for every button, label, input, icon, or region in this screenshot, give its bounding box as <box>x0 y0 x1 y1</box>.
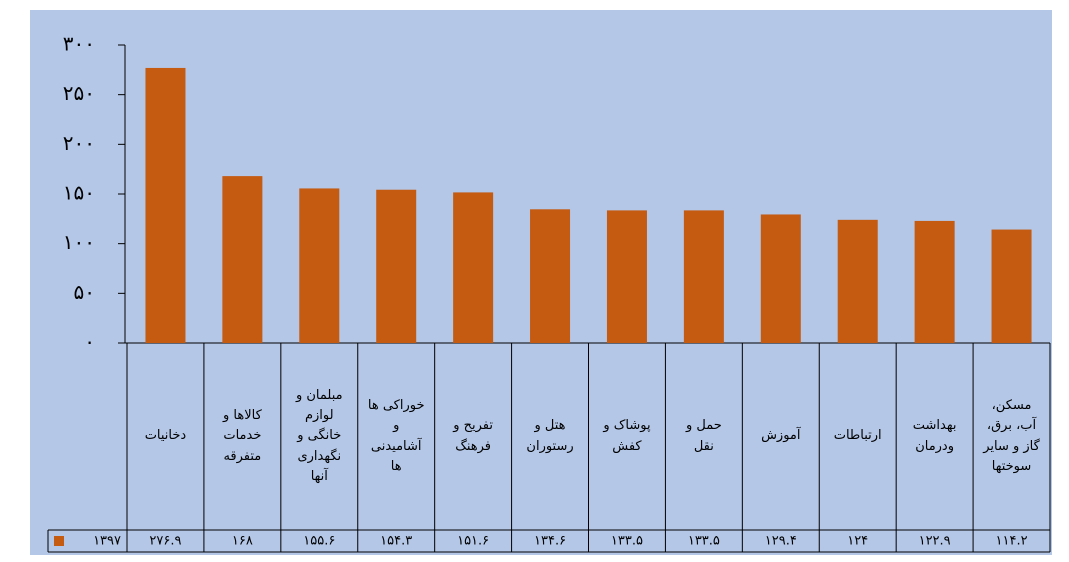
bar <box>453 192 494 343</box>
value-label: ۱۳۳.۵ <box>688 534 720 549</box>
value-label: ۱۵۴.۳ <box>380 534 412 549</box>
value-label: ۱۲۲.۹ <box>919 534 951 549</box>
bar <box>991 229 1032 343</box>
y-tick-label: ۲۰۰ <box>63 131 95 155</box>
x-tick-label: خوراکی ها و آشامیدنی ها <box>367 398 425 474</box>
x-tick-label: بهداشت ودرمان <box>912 418 957 454</box>
value-label: ۱۲۹.۴ <box>765 534 797 549</box>
bar <box>299 188 340 343</box>
value-label: ۱۵۵.۶ <box>303 534 335 549</box>
bar <box>683 210 724 343</box>
value-label: ۱۱۴.۲ <box>996 534 1028 549</box>
y-tick-label: ۵۰ <box>74 280 95 304</box>
bar <box>606 210 647 343</box>
legend-swatch <box>54 536 64 546</box>
x-tick-label: تفریح و فرهنگ <box>453 418 494 454</box>
x-tick-label: ارتباطات <box>833 428 882 444</box>
value-label: ۲۷۶.۹ <box>149 534 181 549</box>
bar <box>145 67 186 344</box>
x-tick-label: مبلمان و لوازم خانگی و نگهداری آنها <box>295 388 343 484</box>
bar <box>376 189 417 343</box>
value-label: ۱۳۴.۶ <box>534 534 566 549</box>
x-tick-label: حمل و نقل <box>685 418 722 454</box>
bar <box>222 176 263 343</box>
value-label: ۱۵۱.۶ <box>457 534 489 549</box>
x-tick-label: پوشاک و کفش <box>603 418 651 454</box>
x-tick-label: هتل و رستوران <box>526 418 574 454</box>
x-tick-label: آموزش <box>761 428 801 444</box>
bar <box>914 220 955 343</box>
y-tick-label: ۲۵۰ <box>63 81 95 105</box>
y-tick-label: ۰ <box>84 330 95 354</box>
y-tick-label: ۳۰۰ <box>63 32 95 56</box>
value-label: ۱۶۸ <box>232 534 253 549</box>
y-tick-label: ۱۰۰ <box>63 230 95 254</box>
bar <box>760 214 801 343</box>
bar <box>837 219 878 343</box>
x-tick-label: کالاها و خدمات متفرقه <box>222 408 262 464</box>
x-tick-label: دخانیات <box>144 428 187 444</box>
value-label: ۱۲۴ <box>847 534 868 549</box>
value-label: ۱۳۳.۵ <box>611 534 643 549</box>
x-tick-label: مسکن، آب، برق، گاز و سایر سوختها <box>983 398 1040 474</box>
legend-label: ۱۳۹۷ <box>93 534 121 549</box>
bar <box>530 209 571 343</box>
y-tick-label: ۱۵۰ <box>63 181 95 205</box>
